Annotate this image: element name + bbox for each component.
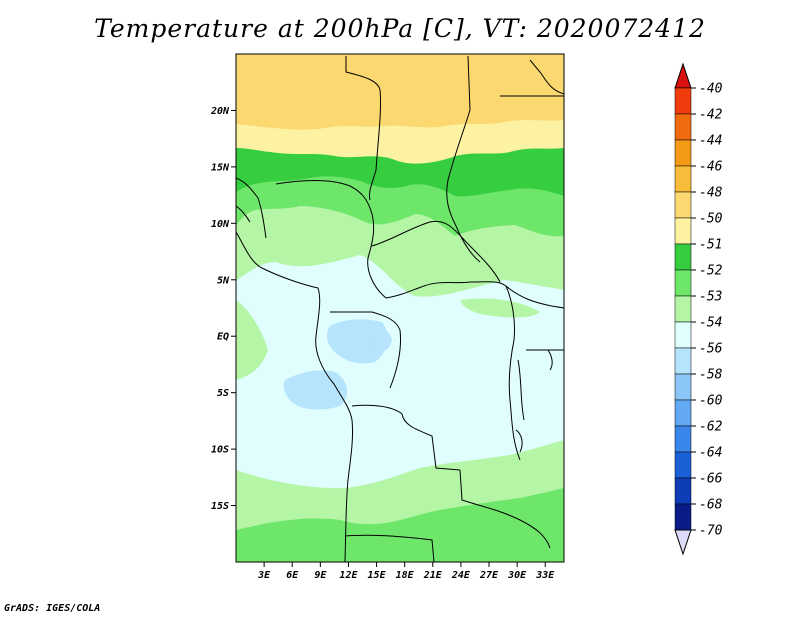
lon-tick-label: 27E	[479, 570, 499, 581]
lon-tick-label: 3E	[257, 570, 271, 581]
colorbar-swatch	[674, 451, 692, 479]
colorbar-swatch	[674, 87, 692, 115]
lon-axis: 3E 6E 9E 12E 15E 18E 21E 24E 27E 30E 33E	[257, 562, 555, 581]
colorbar-swatch	[674, 347, 692, 375]
border-car-north	[371, 220, 501, 283]
colorbar-label: -53	[699, 290, 722, 305]
field-band-53-54-east	[460, 298, 540, 318]
border-zambia	[459, 469, 551, 549]
lon-tick-label: 18E	[396, 570, 415, 581]
colorbar-label: -66	[699, 472, 723, 487]
colorbar-label: -48	[699, 186, 723, 201]
border-south	[344, 534, 435, 562]
lat-tick-label: 5S	[217, 388, 229, 399]
field-band-53-54-west	[236, 300, 268, 380]
colorbar-swatch	[674, 425, 692, 453]
border-congo	[330, 311, 401, 389]
lat-tick-label: 10S	[211, 445, 229, 456]
lon-tick-label: 24E	[451, 570, 471, 581]
colorbar-label: -44	[699, 134, 722, 149]
colorbar-label: -68	[699, 498, 723, 513]
lat-tick-label: 15N	[211, 162, 230, 173]
colorbar-swatch	[674, 243, 692, 271]
colorbar-top-triangle	[674, 62, 692, 89]
country-borders	[236, 55, 564, 562]
lat-tick-label: 20N	[210, 106, 230, 117]
grads-credit: GrADS: IGES/COLA	[4, 603, 101, 614]
colorbar-label: -70	[699, 524, 723, 539]
lat-tick-label: 15S	[211, 501, 229, 512]
colorbar-label: -40	[699, 82, 723, 97]
colorbar-swatch	[674, 295, 692, 323]
colorbar-label: -50	[699, 212, 723, 227]
lon-tick-label: 21E	[423, 570, 443, 581]
colorbar-swatch	[674, 373, 692, 401]
colorbar-label: -54	[699, 316, 722, 331]
colorbar-swatch	[674, 191, 692, 219]
border-niger-chad	[345, 56, 382, 201]
lon-tick-label: 6E	[286, 570, 299, 581]
lakes	[515, 349, 553, 453]
lat-tick-label: EQ	[217, 332, 229, 343]
field-band-48-50	[236, 54, 564, 130]
colorbar-label: -58	[699, 368, 723, 383]
colorbar-swatch	[674, 165, 692, 193]
map-title: Temperature at 200hPa [C], VT: 202007241…	[94, 14, 706, 43]
colorbar-swatch	[674, 269, 692, 297]
border-chad-sudan	[446, 55, 481, 263]
lon-tick-label: 9E	[314, 570, 327, 581]
border-drc-angola	[351, 404, 461, 471]
colorbar-swatch	[674, 399, 692, 427]
lon-tick-label: 33E	[535, 570, 555, 581]
lat-tick-label: 5N	[217, 275, 230, 286]
plot-frame	[235, 53, 565, 563]
colorbar-swatch	[674, 477, 692, 505]
colorbar-label: -42	[699, 108, 723, 123]
coastline	[236, 231, 353, 562]
border-west	[236, 177, 267, 239]
lat-axis: 20N 15N 10N 5N EQ 5S 10S 15S	[210, 106, 236, 512]
lat-tick-label: 10N	[211, 219, 230, 230]
colorbar-swatch	[674, 113, 692, 141]
border-east-africa	[500, 59, 564, 351]
border-drc-east	[505, 285, 521, 461]
colorbar-bottom-triangle	[674, 529, 692, 556]
colorbar-label: -46	[699, 160, 723, 175]
colorbar-label: -51	[699, 238, 722, 253]
lon-tick-label: 15E	[368, 570, 387, 581]
field-band-56-58-small	[369, 328, 392, 352]
border-nigeria-cameroon	[275, 180, 387, 299]
colorbar-label: -64	[699, 446, 722, 461]
colorbar-swatch	[674, 139, 692, 167]
colorbar-swatch	[674, 321, 692, 349]
border-car-south	[385, 281, 507, 299]
temperature-field	[236, 54, 564, 562]
lon-tick-label: 30E	[507, 570, 527, 581]
colorbar-swatch	[674, 217, 692, 245]
colorbar: -40 -42 -44 -46 -48 -50 -51 -52 -53 -54 -56 -58 -60 -…	[674, 62, 723, 556]
colorbar-label: -56	[699, 342, 723, 357]
colorbar-label: -62	[699, 420, 723, 435]
lon-tick-label: 12E	[339, 570, 358, 581]
colorbar-swatch	[674, 503, 692, 531]
colorbar-label: -52	[699, 264, 723, 279]
colorbar-label: -60	[699, 394, 723, 409]
